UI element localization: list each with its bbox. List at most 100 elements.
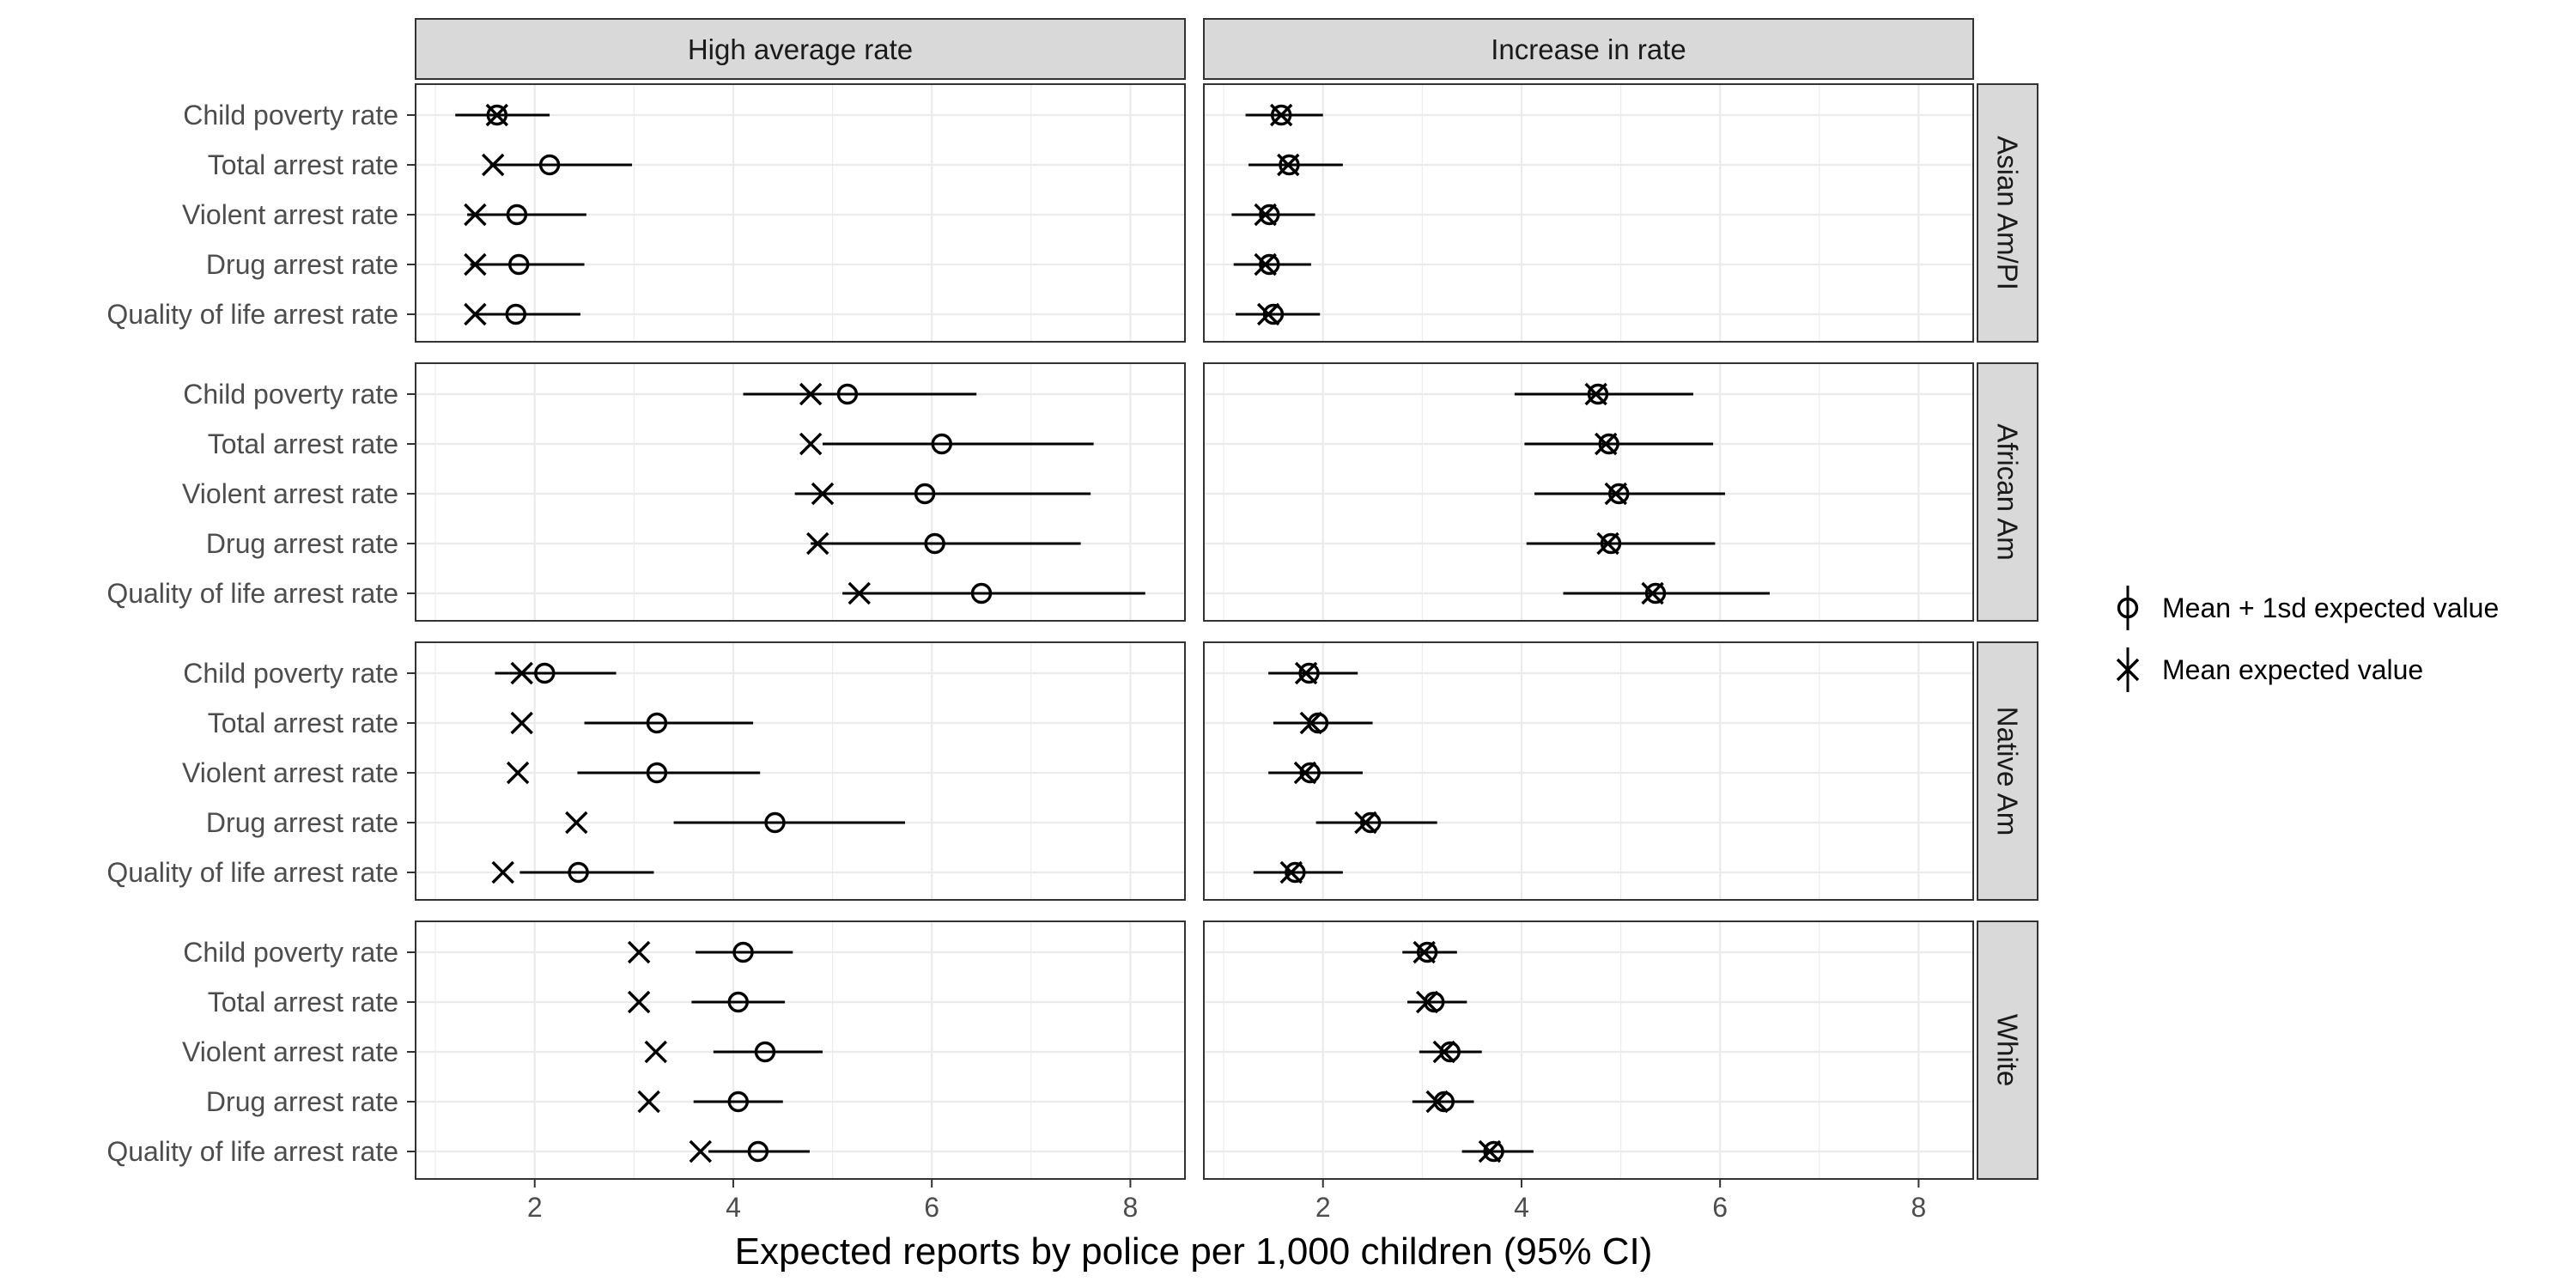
- mean-plus-1sd-point: [486, 104, 508, 126]
- x-tick-label: 2: [1315, 1192, 1331, 1223]
- mean-plus-1sd-point: [1259, 253, 1280, 276]
- legend-label: Mean expected value: [2162, 654, 2423, 685]
- mean-plus-1sd-point: [1299, 762, 1321, 784]
- y-tick-label: Drug arrest rate: [206, 249, 398, 280]
- mean-plus-1sd-point: [1298, 662, 1320, 684]
- mean-plus-1sd-point: [1433, 1091, 1455, 1113]
- row-strip: [1977, 641, 2038, 901]
- mean-plus-1sd-point: [1279, 154, 1300, 176]
- y-tick-label: Total arrest rate: [208, 149, 398, 180]
- mean-plus-1sd-point: [747, 1140, 769, 1163]
- mean-plus-1sd-point: [1483, 1140, 1504, 1163]
- mean-plus-1sd-point: [1424, 991, 1445, 1013]
- x-tick-label: 6: [924, 1192, 939, 1223]
- y-tick-label: Total arrest rate: [208, 428, 398, 459]
- y-tick-label: Child poverty rate: [183, 937, 398, 968]
- mean-point: [689, 1139, 713, 1163]
- panel-border: [415, 362, 1186, 622]
- mean-point: [491, 860, 514, 884]
- panel-background: [1204, 921, 1973, 1179]
- mean-plus-1sd-point: [534, 662, 556, 684]
- panel-border: [415, 920, 1186, 1180]
- mean-plus-1sd-point: [508, 253, 530, 276]
- panel-border: [1203, 362, 1974, 622]
- mean-plus-1sd-point: [924, 532, 945, 555]
- panel-border: [415, 83, 1186, 343]
- mean-point: [565, 811, 588, 835]
- y-tick-label: Violent arrest rate: [182, 757, 398, 788]
- mean-plus-1sd-point: [914, 483, 936, 505]
- mean-point: [644, 1040, 667, 1064]
- mean-plus-1sd-point: [506, 204, 528, 226]
- mean-plus-1sd-point: [732, 941, 754, 963]
- mean-plus-1sd-point: [1285, 861, 1306, 884]
- x-axis-title: Expected reports by police per 1,000 chi…: [735, 1230, 1653, 1273]
- y-tick-label: Violent arrest rate: [182, 1036, 398, 1067]
- legend-label: Mean + 1sd expected value: [2162, 592, 2499, 623]
- column-strip-label: High average rate: [688, 33, 913, 65]
- mean-plus-1sd-point: [1262, 303, 1285, 325]
- column-strip: [1203, 18, 1974, 80]
- panel-background: [1204, 642, 1973, 900]
- mean-plus-1sd-point: [764, 811, 786, 834]
- column-strip-label: Increase in rate: [1491, 33, 1686, 65]
- mean-plus-1sd-point: [1600, 532, 1622, 555]
- x-tick-label: 4: [726, 1192, 741, 1223]
- row-strip: [1977, 920, 2038, 1180]
- column-strip: [415, 18, 1186, 80]
- mean-plus-1sd-point: [1416, 941, 1438, 963]
- mean-plus-1sd-point: [931, 433, 952, 455]
- y-tick-label: Quality of life arrest rate: [106, 1136, 398, 1167]
- mean-plus-1sd-point: [727, 1091, 749, 1113]
- y-tick-label: Quality of life arrest rate: [106, 299, 398, 330]
- y-tick-label: Child poverty rate: [183, 100, 398, 131]
- mean-plus-1sd-point: [1307, 712, 1329, 734]
- row-strip-label: Asian Am/PI: [1992, 136, 2024, 290]
- y-tick-label: Violent arrest rate: [182, 199, 398, 230]
- x-tick-label: 2: [527, 1192, 543, 1223]
- panel-background: [416, 84, 1185, 342]
- panel-background: [416, 921, 1185, 1179]
- y-tick-label: Quality of life arrest rate: [106, 578, 398, 609]
- panel-border: [415, 641, 1186, 901]
- row-strip-label: African Am: [1992, 423, 2024, 561]
- mean-plus-1sd-point: [1439, 1041, 1461, 1063]
- y-tick-label: Quality of life arrest rate: [106, 857, 398, 888]
- mean-plus-1sd-point: [646, 762, 668, 784]
- row-strip: [1977, 362, 2038, 622]
- x-tick-label: 6: [1712, 1192, 1728, 1223]
- panel-background: [1204, 84, 1973, 342]
- mean-plus-1sd-point: [1259, 204, 1280, 226]
- row-strip-label: White: [1992, 1014, 2024, 1086]
- legend-x-icon: [2116, 658, 2140, 682]
- y-tick-label: Drug arrest rate: [206, 1086, 398, 1117]
- y-tick-label: Total arrest rate: [208, 987, 398, 1018]
- x-tick-label: 8: [1911, 1192, 1927, 1223]
- mean-plus-1sd-point: [1598, 433, 1619, 455]
- mean-plus-1sd-point: [1360, 811, 1382, 834]
- mean-plus-1sd-point: [1644, 582, 1667, 605]
- legend-circle-icon: [2117, 597, 2139, 619]
- y-tick-label: Drug arrest rate: [206, 528, 398, 559]
- mean-plus-1sd-point: [505, 303, 526, 325]
- y-tick-label: Drug arrest rate: [206, 807, 398, 838]
- mean-plus-1sd-point: [568, 861, 589, 884]
- mean-point: [799, 432, 823, 456]
- y-tick-label: Total arrest rate: [208, 708, 398, 738]
- mean-point: [627, 940, 651, 964]
- mean-plus-1sd-point: [538, 154, 561, 176]
- panel-border: [1203, 920, 1974, 1180]
- x-tick-label: 4: [1514, 1192, 1529, 1223]
- mean-point: [510, 711, 533, 735]
- x-tick-label: 8: [1123, 1192, 1139, 1223]
- mean-plus-1sd-point: [1587, 383, 1609, 405]
- y-tick-label: Child poverty rate: [183, 658, 398, 689]
- mean-plus-1sd-point: [754, 1041, 776, 1063]
- mean-plus-1sd-point: [836, 383, 859, 405]
- mean-plus-1sd-point: [1270, 104, 1292, 126]
- mean-plus-1sd-point: [727, 991, 749, 1013]
- y-tick-label: Violent arrest rate: [182, 478, 398, 509]
- panel-background: [1204, 363, 1973, 621]
- panel-background: [416, 363, 1185, 621]
